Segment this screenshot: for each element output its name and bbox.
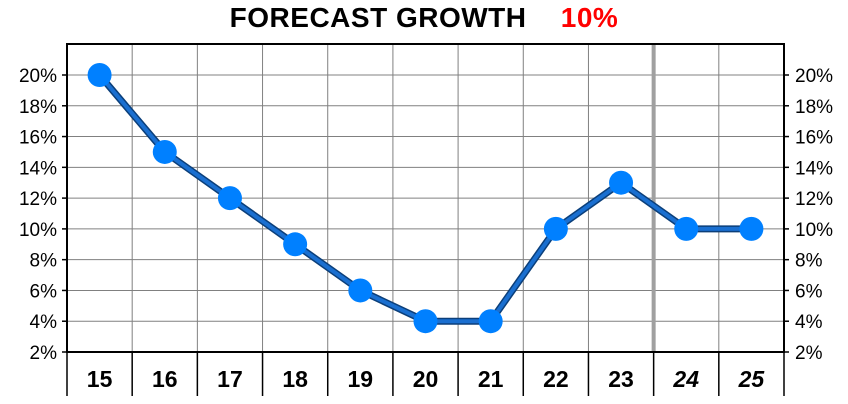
x-tick-label: 20 (413, 366, 439, 392)
y-tick-label-right: 8% (795, 251, 823, 272)
y-tick-label-right: 20% (795, 66, 833, 87)
data-point (217, 186, 242, 211)
data-point (87, 63, 112, 87)
x-tick-label: 23 (608, 366, 634, 392)
x-tick-label: 19 (348, 366, 374, 392)
y-tick-label-right: 10% (795, 220, 833, 241)
y-tick-label-right: 6% (795, 281, 823, 302)
data-point (152, 139, 177, 164)
series-layer (87, 63, 764, 334)
data-point (739, 216, 764, 241)
y-tick-label-left: 16% (19, 128, 57, 149)
y-tick-label-left: 4% (30, 312, 58, 333)
y-tick-label-right: 12% (795, 189, 833, 210)
chart-title-main: FORECAST GROWTH (229, 2, 527, 33)
x-tick-label: 24 (672, 366, 699, 392)
y-tick-label-right: 2% (795, 343, 823, 364)
data-point (478, 309, 503, 334)
y-tick-label-left: 20% (19, 66, 57, 87)
y-tick-label-left: 6% (30, 281, 58, 302)
y-tick-label-left: 8% (30, 251, 58, 272)
data-point (543, 216, 568, 241)
y-tick-label-left: 10% (19, 220, 57, 241)
label-layer: 2% 2% 4% 4% 6% 6% 8% 8% 10% 10% 12% 12% 14% 14% 16% 16%… (19, 66, 833, 392)
data-point (413, 309, 438, 334)
y-tick-label-right: 14% (795, 158, 833, 179)
data-point (609, 170, 634, 195)
x-tick-label: 22 (543, 366, 569, 392)
data-point (674, 216, 699, 241)
data-point (283, 232, 308, 257)
y-tick-label-left: 2% (30, 343, 58, 364)
y-tick-label-right: 16% (795, 128, 833, 149)
x-tick-label: 15 (87, 366, 113, 392)
x-tick-label: 25 (738, 366, 766, 392)
y-tick-label-left: 12% (19, 189, 57, 210)
axis-layer (62, 43, 789, 396)
y-tick-label-right: 18% (795, 97, 833, 118)
x-tick-label: 21 (478, 366, 504, 392)
plot-frame (66, 43, 785, 353)
y-tick-label-left: 18% (19, 97, 57, 118)
x-tick-label: 16 (152, 366, 178, 392)
y-tick-label-right: 4% (795, 312, 823, 333)
chart-title-value: 10% (560, 2, 619, 33)
x-tick-label: 18 (282, 366, 308, 392)
data-point (348, 278, 373, 303)
chart-title: FORECAST GROWTH 10% (0, 0, 848, 36)
grid-layer (67, 44, 784, 352)
y-tick-label-left: 14% (19, 158, 57, 179)
x-tick-label: 17 (217, 366, 243, 392)
